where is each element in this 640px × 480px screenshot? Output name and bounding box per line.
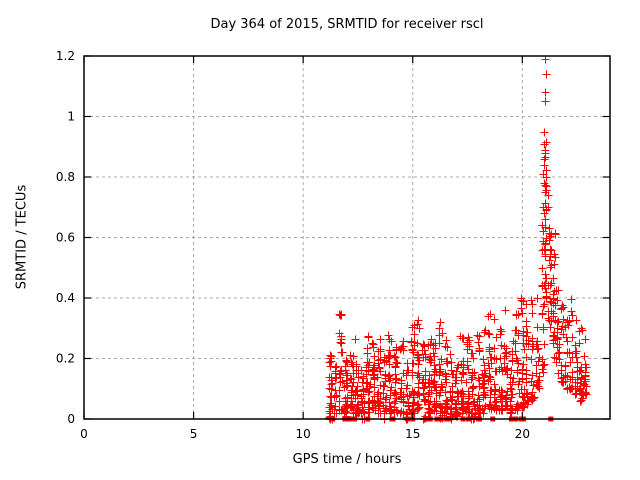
tick-labels: 0 5 10 15 20 0 0.2 0.4 0.6 0.8 1 1.2 [56,49,530,441]
tick-marks [83,55,610,420]
y-tick-label: 0.8 [56,170,75,184]
x-tick-label: 0 [80,427,88,441]
x-axis-label: GPS time / hours [292,452,402,467]
y-tick-label: 0.4 [56,291,75,305]
y-tick-label: 1.2 [56,49,75,63]
y-axis-label: SRMTID / TECUs [14,184,30,290]
scatter-points [325,55,591,424]
y-tick-label: 1 [67,110,75,124]
y-tick-label: 0 [67,412,75,426]
chart-title: Day 364 of 2015, SRMTID for receiver rsc… [210,17,484,32]
x-tick-label: 15 [405,427,420,441]
x-tick-label: 20 [515,427,530,441]
y-tick-label: 0.2 [56,352,75,366]
x-tick-label: 10 [296,427,311,441]
x-tick-label: 5 [190,427,198,441]
y-tick-label: 0.6 [56,231,75,245]
